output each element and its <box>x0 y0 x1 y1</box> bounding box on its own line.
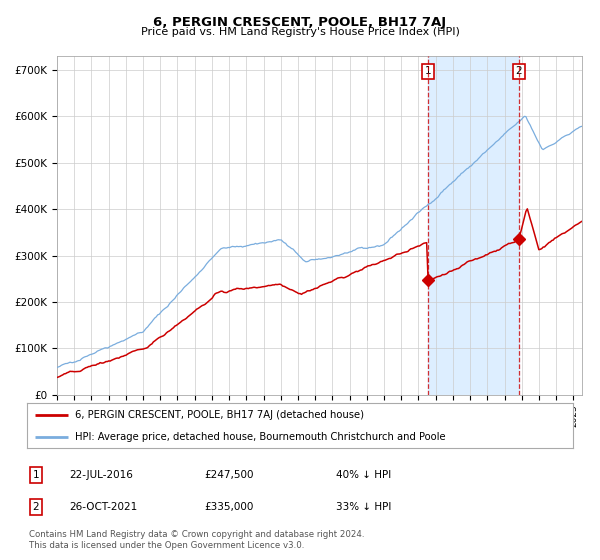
Text: 6, PERGIN CRESCENT, POOLE, BH17 7AJ (detached house): 6, PERGIN CRESCENT, POOLE, BH17 7AJ (det… <box>75 410 364 421</box>
Text: 1: 1 <box>425 66 431 76</box>
Text: 2: 2 <box>32 502 40 512</box>
Text: 40% ↓ HPI: 40% ↓ HPI <box>336 470 391 480</box>
Text: HPI: Average price, detached house, Bournemouth Christchurch and Poole: HPI: Average price, detached house, Bour… <box>75 432 446 442</box>
Text: £335,000: £335,000 <box>204 502 253 512</box>
Text: 33% ↓ HPI: 33% ↓ HPI <box>336 502 391 512</box>
Text: 26-OCT-2021: 26-OCT-2021 <box>69 502 137 512</box>
Text: 2: 2 <box>515 66 522 76</box>
Text: Price paid vs. HM Land Registry's House Price Index (HPI): Price paid vs. HM Land Registry's House … <box>140 27 460 37</box>
Bar <box>428 56 518 395</box>
Text: 1: 1 <box>32 470 40 480</box>
Text: Contains HM Land Registry data © Crown copyright and database right 2024.: Contains HM Land Registry data © Crown c… <box>29 530 364 539</box>
Text: 22-JUL-2016: 22-JUL-2016 <box>69 470 133 480</box>
Text: This data is licensed under the Open Government Licence v3.0.: This data is licensed under the Open Gov… <box>29 541 304 550</box>
Text: 6, PERGIN CRESCENT, POOLE, BH17 7AJ: 6, PERGIN CRESCENT, POOLE, BH17 7AJ <box>154 16 446 29</box>
Text: £247,500: £247,500 <box>204 470 254 480</box>
